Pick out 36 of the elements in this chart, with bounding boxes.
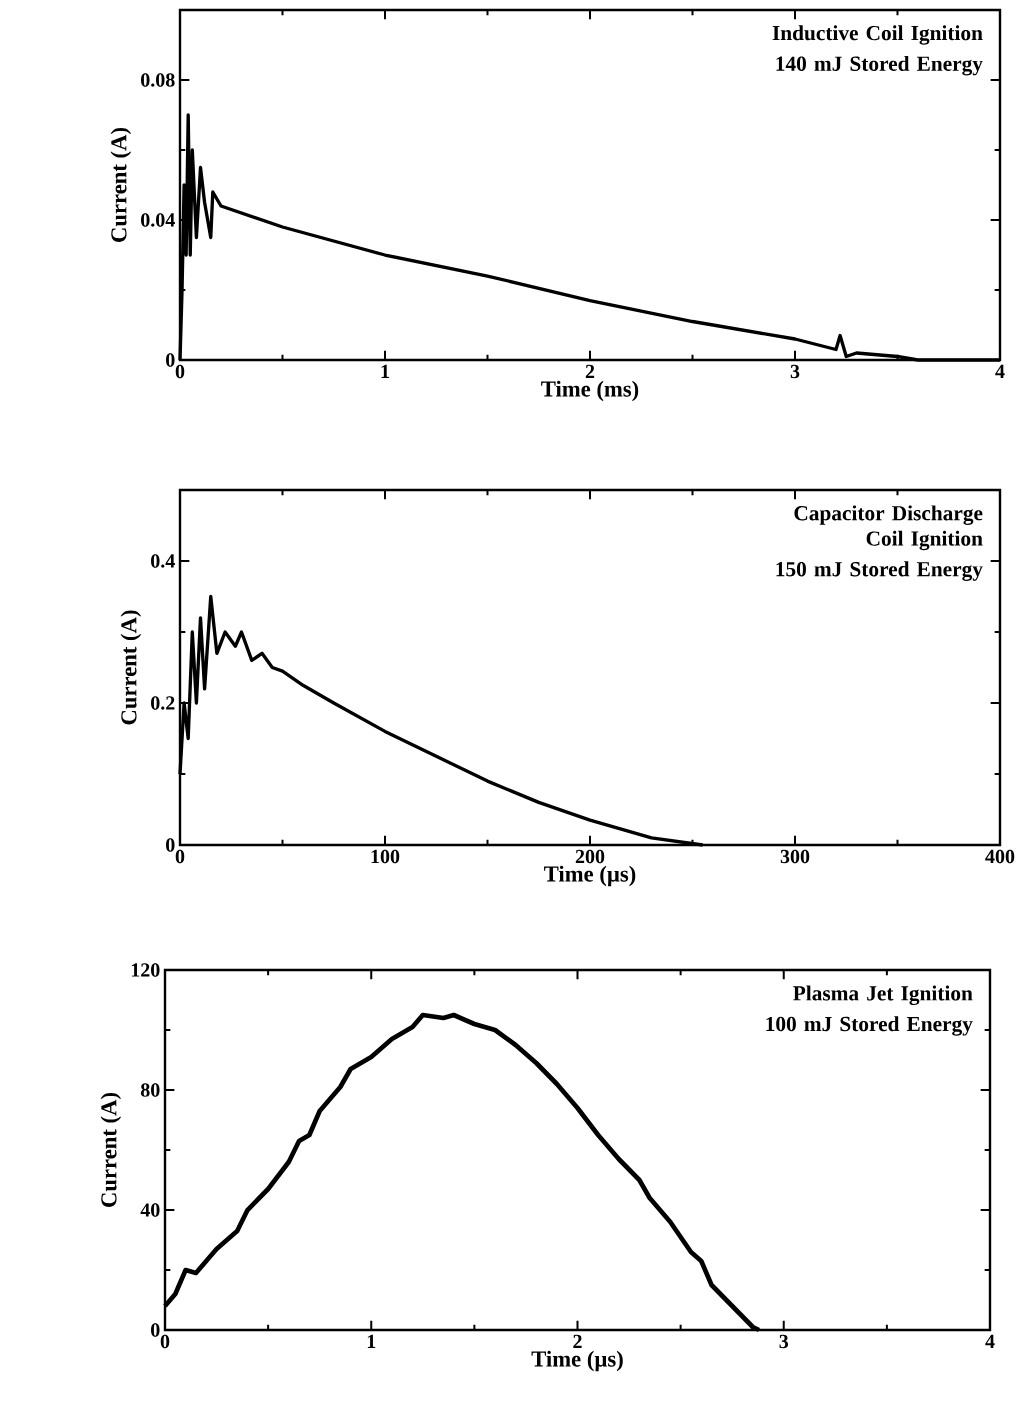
x-tick-label: 300 [780, 849, 810, 864]
y-tick-label: 0.2 [150, 696, 175, 710]
x-tick-label: 4 [995, 364, 1005, 378]
annotation: Plasma Jet Ignition [792, 985, 973, 1006]
y-tick-label: 0.08 [140, 73, 175, 87]
x-tick-label: 200 [575, 849, 605, 864]
y-axis-title: Current (A) [120, 610, 141, 725]
x-tick-label: 400 [985, 849, 1015, 864]
y-tick-label: 0 [150, 1323, 160, 1337]
annotation: 150 mJ Stored Energy [776, 561, 983, 581]
x-tick-label: 2 [585, 364, 594, 378]
annotation: Inductive Coil Ignition [772, 25, 983, 45]
y-tick-label: 40 [140, 1203, 160, 1217]
x-tick-label: 0 [175, 849, 185, 864]
x-axis-title: Time (ms) [540, 380, 638, 402]
annotation: 140 mJ Stored Energy [776, 55, 983, 76]
x-tick-label: 0 [175, 364, 185, 379]
x-tick-label: 4 [985, 1334, 995, 1348]
y-axis-title: Current (A) [110, 128, 131, 242]
x-tick-label: 1 [381, 364, 389, 378]
y-tick-label: 0.4 [150, 554, 175, 568]
annotation: Capacitor Discharge Coil Ignition [794, 505, 983, 551]
y-tick-label: 0 [165, 838, 175, 852]
y-tick-label: 120 [131, 963, 160, 977]
x-tick-label: 1 [367, 1334, 376, 1348]
x-tick-label: 100 [371, 849, 400, 864]
x-tick-label: 3 [790, 364, 800, 379]
y-tick-label: 0 [165, 353, 175, 367]
x-axis-title: Time (µs) [543, 865, 636, 887]
y-axis-title: Current (A) [100, 1093, 121, 1207]
y-tick-label: 0.04 [140, 213, 175, 227]
y-tick-label: 80 [140, 1083, 160, 1097]
x-tick-label: 2 [573, 1334, 582, 1348]
annotation: 100 mJ Stored Energy [766, 1016, 973, 1036]
x-tick-label: 3 [779, 1334, 788, 1349]
x-axis-title: Time (µs) [531, 1350, 623, 1372]
